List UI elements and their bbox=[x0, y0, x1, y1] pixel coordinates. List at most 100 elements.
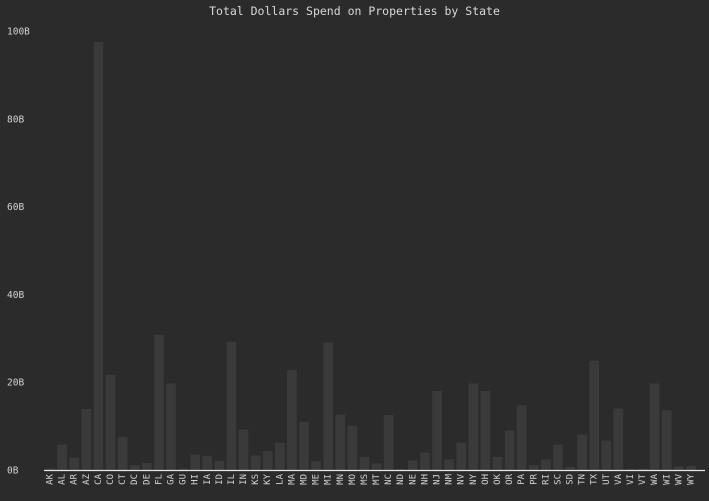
bar-ia bbox=[202, 455, 213, 470]
x-tick-label: SC bbox=[553, 474, 563, 485]
bar-ri bbox=[541, 459, 551, 470]
x-tick-label: WA bbox=[650, 473, 660, 484]
x-tick-label: FL bbox=[154, 474, 164, 485]
x-tick-label: NY bbox=[469, 473, 479, 484]
x-tick-label: MD bbox=[299, 474, 309, 485]
bar-ks bbox=[250, 455, 261, 470]
x-tick-label: HI bbox=[191, 474, 201, 485]
bar-il bbox=[226, 341, 237, 470]
x-tick-label: MI bbox=[324, 474, 334, 485]
x-tick-label: AR bbox=[70, 473, 80, 484]
x-tick-label: TX bbox=[590, 473, 600, 484]
x-tick-label: WI bbox=[662, 474, 672, 485]
x-tick-label: ME bbox=[312, 474, 322, 485]
x-tick-label: AZ bbox=[82, 473, 92, 484]
bar-ok bbox=[492, 456, 503, 470]
y-tick-label: 80B bbox=[7, 114, 24, 125]
bar-ky bbox=[262, 451, 273, 470]
y-tick-label: 100B bbox=[7, 27, 30, 38]
bar-mt bbox=[371, 463, 382, 470]
x-tick-label: ID bbox=[215, 474, 225, 485]
x-tick-label: VT bbox=[638, 473, 648, 484]
x-tick-label: KY bbox=[263, 473, 273, 484]
bar-tn bbox=[577, 434, 587, 470]
bar-wi bbox=[661, 410, 672, 470]
x-tick-label: IA bbox=[203, 473, 213, 484]
bar-wv bbox=[674, 466, 684, 470]
bar-oh bbox=[480, 390, 491, 470]
x-tick-label: OR bbox=[505, 473, 515, 484]
x-tick-label: CA bbox=[94, 473, 104, 484]
x-tick-label: MS bbox=[360, 474, 370, 485]
bar-mi bbox=[323, 342, 334, 470]
x-tick-label: IL bbox=[227, 474, 237, 485]
x-tick-label: PR bbox=[529, 473, 539, 484]
x-tick-label: NJ bbox=[433, 474, 443, 485]
x-tick-label: UT bbox=[602, 473, 612, 484]
x-tick-label: MA bbox=[287, 473, 297, 484]
bar-fl bbox=[154, 334, 164, 470]
x-tick-label: NH bbox=[420, 474, 430, 485]
bar-ca bbox=[93, 41, 104, 470]
bar-ne bbox=[407, 460, 418, 470]
x-tick-label: IN bbox=[239, 474, 249, 485]
bar-id bbox=[214, 460, 225, 470]
x-tick-label: DE bbox=[142, 474, 152, 485]
x-tick-label: WY bbox=[686, 473, 696, 484]
x-tick-label: NC bbox=[384, 474, 394, 485]
bar-ms bbox=[359, 456, 370, 470]
bar-mn bbox=[335, 414, 346, 470]
x-tick-label: TN bbox=[578, 474, 588, 485]
x-tick-label: GA bbox=[166, 473, 176, 484]
bar-mo bbox=[347, 425, 358, 470]
bar-ut bbox=[601, 440, 612, 470]
bar-ny bbox=[468, 383, 479, 470]
bar-or bbox=[504, 430, 515, 470]
y-tick-label: 20B bbox=[7, 378, 24, 389]
bar-ma bbox=[287, 369, 297, 470]
bar-nj bbox=[432, 390, 442, 470]
bar-pr bbox=[528, 465, 539, 470]
bar-nh bbox=[420, 452, 430, 470]
x-tick-label: NE bbox=[408, 474, 418, 485]
bar-de bbox=[141, 462, 152, 470]
bar-sd bbox=[565, 466, 575, 470]
bar-va bbox=[613, 408, 624, 470]
bar-ar bbox=[69, 457, 80, 470]
bar-dc bbox=[129, 465, 140, 470]
y-tick-label: 0B bbox=[7, 466, 19, 477]
bar-wa bbox=[649, 383, 660, 470]
y-tick-label: 60B bbox=[7, 202, 24, 213]
x-tick-label: MT bbox=[372, 473, 382, 484]
bar-nd bbox=[395, 469, 406, 470]
x-tick-label: KS bbox=[251, 474, 261, 485]
x-tick-label: LA bbox=[275, 473, 285, 484]
bar-wy bbox=[686, 466, 696, 470]
x-tick-label: AL bbox=[58, 474, 68, 485]
x-tick-label: VA bbox=[614, 473, 624, 484]
x-tick-label: RI bbox=[541, 474, 551, 485]
x-tick-label: CT bbox=[118, 473, 128, 484]
bar-nc bbox=[383, 415, 394, 471]
bar-nm bbox=[444, 459, 454, 470]
bar-al bbox=[57, 444, 67, 470]
bar-vi bbox=[625, 469, 636, 470]
bar-co bbox=[105, 374, 116, 470]
bar-ak bbox=[45, 468, 55, 470]
bar-nv bbox=[456, 442, 467, 470]
x-tick-label: WV bbox=[674, 473, 684, 484]
bar-pa bbox=[516, 405, 527, 470]
x-tick-label: OH bbox=[481, 474, 491, 485]
x-tick-label: SD bbox=[566, 474, 576, 485]
x-tick-label: VI bbox=[626, 474, 636, 485]
y-tick-label: 40B bbox=[7, 290, 24, 301]
chart-title: Total Dollars Spend on Properties by Sta… bbox=[209, 4, 500, 18]
bar-in bbox=[238, 429, 249, 470]
x-tick-label: AK bbox=[46, 473, 56, 484]
bar-ct bbox=[117, 437, 128, 470]
x-tick-label: DC bbox=[130, 474, 140, 485]
x-tick-label: MN bbox=[336, 474, 346, 485]
x-tick-label: NM bbox=[445, 473, 455, 484]
